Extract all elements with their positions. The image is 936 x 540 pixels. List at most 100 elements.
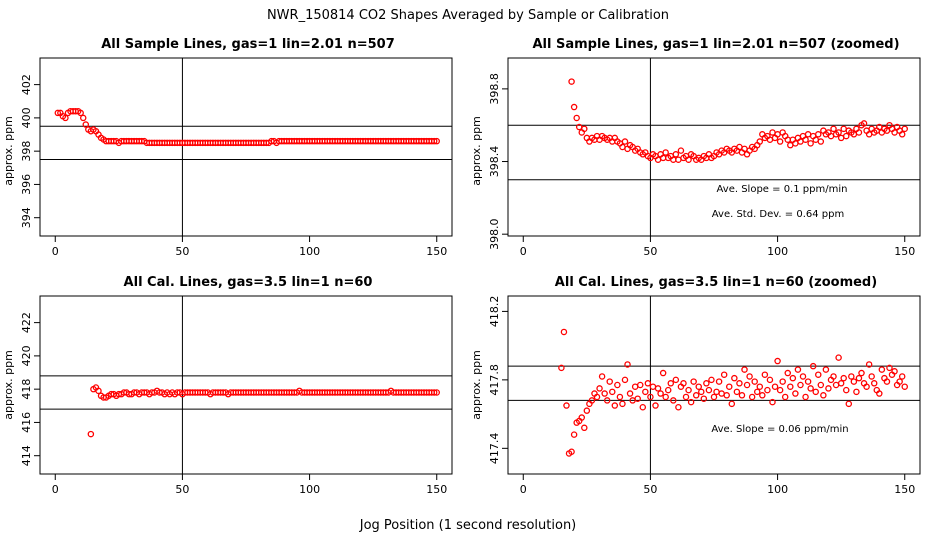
data-point	[642, 388, 649, 396]
data-point	[639, 403, 647, 411]
data-point	[570, 431, 578, 438]
data-point	[751, 378, 758, 385]
data-point	[715, 378, 723, 385]
data-point	[611, 402, 619, 409]
data-point	[77, 109, 84, 117]
data-point	[700, 395, 708, 402]
chart-panel-sample-lines: All Sample Lines, gas=1 lin=2.01 n=507 a…	[2, 37, 453, 258]
y-tick-label: 398.8	[488, 73, 501, 105]
data-point	[771, 383, 779, 390]
data-point	[853, 388, 860, 396]
data-point	[807, 140, 814, 147]
data-point	[858, 369, 865, 377]
data-point	[787, 383, 794, 390]
data-point	[570, 103, 578, 111]
data-point	[764, 386, 771, 394]
data-point	[705, 386, 713, 394]
data-point	[860, 120, 868, 127]
plot-frame	[39, 295, 453, 475]
data-point	[761, 371, 769, 378]
data-series	[87, 384, 440, 438]
data-point	[558, 364, 565, 372]
y-tick-label: 418.2	[488, 296, 501, 328]
data-point	[776, 386, 784, 394]
data-point	[662, 149, 669, 156]
data-point	[672, 376, 680, 384]
annotation: Ave. Slope = 0.06 ppm/min	[711, 424, 848, 435]
data-point	[830, 373, 837, 380]
y-tick-label: 400	[20, 107, 33, 128]
data-series	[54, 107, 440, 147]
data-point	[647, 393, 654, 401]
data-point	[870, 380, 878, 387]
data-point	[54, 109, 62, 117]
chart-panel-sample-lines-zoomed: All Sample Lines, gas=1 lin=2.01 n=507 (…	[470, 37, 921, 258]
y-tick-label: 396	[20, 174, 33, 195]
data-point	[837, 380, 845, 387]
data-point	[883, 378, 891, 385]
y-tick-label: 417.4	[488, 433, 501, 465]
x-tick-label: 50	[643, 245, 657, 258]
data-point	[616, 393, 624, 401]
data-point	[675, 156, 682, 163]
data-point	[621, 376, 629, 384]
data-point	[670, 397, 677, 404]
data-point	[733, 388, 741, 396]
panel-title: All Cal. Lines, gas=3.5 lin=1 n=60 (zoom…	[555, 275, 877, 290]
x-tick-label: 100	[299, 483, 320, 496]
data-point	[731, 374, 738, 382]
data-point	[781, 393, 789, 401]
chart-panel-cal-lines: All Cal. Lines, gas=3.5 lin=1 n=60 appro…	[2, 275, 453, 496]
data-point	[87, 430, 95, 438]
y-tick-label: 422	[20, 312, 33, 333]
data-point	[621, 138, 629, 145]
data-point	[896, 378, 903, 385]
data-point	[804, 131, 812, 138]
data-point	[804, 378, 812, 385]
data-point	[637, 381, 644, 389]
data-point	[776, 138, 784, 145]
x-tick-label: 50	[175, 483, 189, 496]
data-point	[886, 364, 893, 372]
data-point	[822, 366, 830, 373]
data-series	[558, 328, 908, 457]
data-point	[891, 368, 898, 375]
data-point	[794, 366, 802, 373]
data-point	[799, 373, 807, 380]
data-point	[865, 361, 873, 368]
x-tick-label: 0	[52, 245, 59, 258]
data-point	[720, 371, 728, 378]
data-point	[855, 374, 863, 382]
data-point	[685, 386, 692, 394]
data-point	[685, 156, 692, 163]
y-tick-label: 420	[20, 345, 33, 366]
data-point	[843, 132, 850, 140]
data-point	[560, 328, 568, 336]
data-point	[848, 373, 855, 380]
data-point	[657, 390, 664, 397]
annotation: Ave. Slope = 0.1 ppm/min	[717, 184, 848, 195]
plot-frame	[39, 57, 453, 237]
data-point	[748, 393, 756, 401]
x-tick-label: 150	[894, 483, 915, 496]
data-point	[583, 407, 591, 414]
page-title: NWR_150814 CO2 Shapes Averaged by Sample…	[267, 8, 669, 23]
data-point	[809, 362, 817, 370]
data-point	[840, 125, 847, 133]
x-tick-label: 100	[299, 245, 320, 258]
y-tick-label: 417.8	[488, 364, 501, 396]
data-point	[802, 393, 809, 401]
data-point	[581, 424, 588, 432]
data-point	[815, 131, 822, 138]
data-point	[713, 388, 720, 396]
panel-title: All Sample Lines, gas=1 lin=2.01 n=507	[101, 37, 395, 52]
y-axis-label: approx. ppm	[470, 116, 483, 186]
x-tick-label: 50	[643, 483, 657, 496]
data-point	[433, 389, 440, 396]
data-point	[687, 398, 695, 406]
data-point	[664, 386, 672, 394]
data-point	[588, 397, 596, 404]
y-tick-label: 418	[20, 379, 33, 400]
data-point	[807, 385, 814, 392]
